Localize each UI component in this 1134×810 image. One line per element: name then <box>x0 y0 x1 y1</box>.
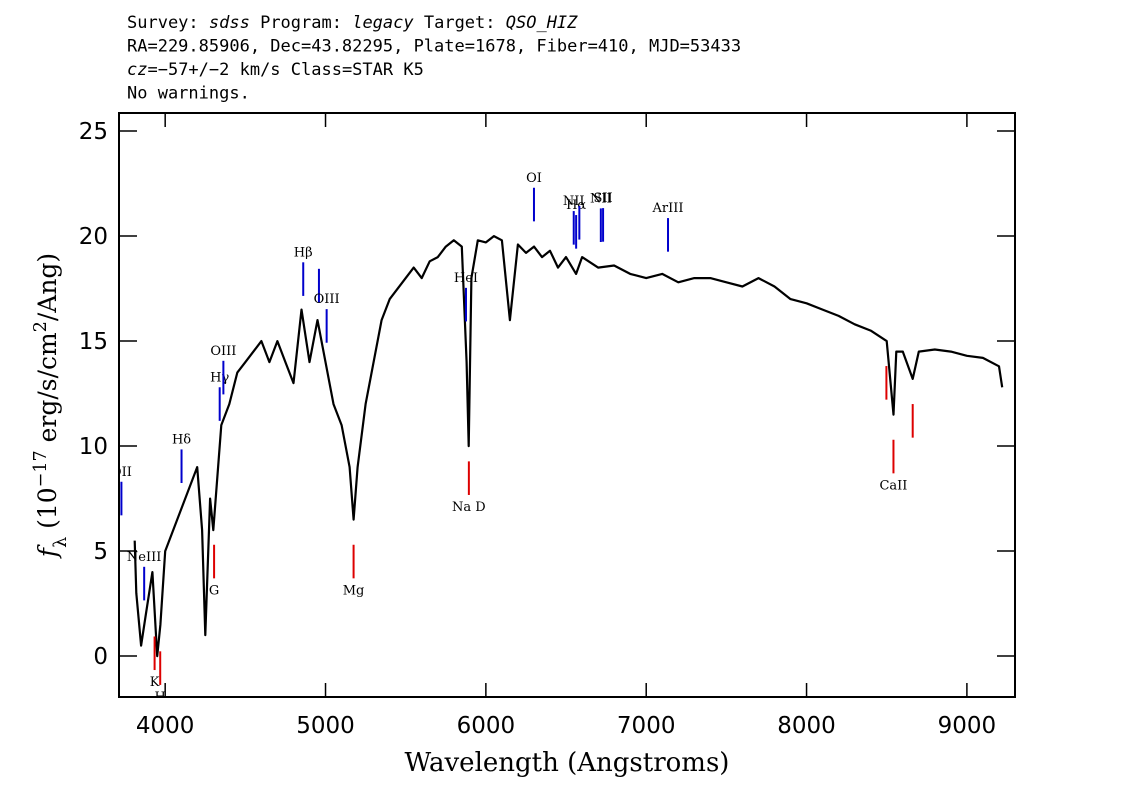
text-part: (10 <box>33 487 62 537</box>
line-label: Na D <box>452 500 486 515</box>
line-label: Mg <box>343 583 365 598</box>
line-label: NII <box>590 191 612 206</box>
header-line: Survey: sdss Program: legacy Target: QSO… <box>127 13 578 33</box>
text-part: Program: <box>250 13 352 33</box>
line-label: OIII <box>314 292 340 307</box>
text-part: /Ang) <box>33 253 62 321</box>
line-label: CaII <box>879 478 907 493</box>
text-part: No warnings. <box>127 84 250 104</box>
y-tick-label: 25 <box>79 119 108 145</box>
text-part: RA=229.85906, Dec=43.82295, Plate=1678, … <box>127 37 741 57</box>
text-part: Survey: <box>127 13 209 33</box>
line-label: G <box>209 583 219 598</box>
line-label: HeI <box>454 271 478 286</box>
line-label: NII <box>563 194 585 209</box>
line-label: OI <box>526 171 542 186</box>
line-label: ArIII <box>652 201 684 216</box>
x-tick-label: 4000 <box>136 713 195 739</box>
header-line: cz=−57+/−2 km/s Class=STAR K5 <box>127 60 424 80</box>
header-line: RA=229.85906, Dec=43.82295, Plate=1678, … <box>127 37 741 57</box>
y-tick-label: 15 <box>79 329 108 355</box>
line-label: OIII <box>210 344 236 359</box>
text-part: cz <box>127 60 147 80</box>
line-label: Hβ <box>294 245 313 260</box>
line-label: SII <box>593 191 612 206</box>
x-axis-label: Wavelength (Angstroms) <box>405 748 730 778</box>
y-tick-label: 20 <box>79 224 108 250</box>
x-tick-label: 5000 <box>296 713 355 739</box>
header-line: No warnings. <box>127 84 250 104</box>
text-part: sdss <box>209 13 250 33</box>
plot-frame <box>118 112 1016 698</box>
x-tick-label: 8000 <box>777 713 836 739</box>
text-part: QSO_HIZ <box>506 13 578 33</box>
line-label: Hα <box>566 198 586 213</box>
line-label: OII <box>111 465 132 480</box>
x-tick-label: 7000 <box>617 713 676 739</box>
x-tick-label: 9000 <box>938 713 997 739</box>
text-part: legacy <box>352 13 414 33</box>
text-part: f <box>33 544 62 559</box>
line-label: H <box>155 690 166 705</box>
line-label: Hγ <box>210 370 229 385</box>
spectrum-line <box>133 235 1004 658</box>
text-part: 2 <box>31 321 51 332</box>
x-tick-label: 6000 <box>457 713 516 739</box>
y-tick-label: 0 <box>93 644 108 670</box>
line-label: K <box>150 675 160 690</box>
line-label: NeIII <box>127 550 161 565</box>
text-part: −17 <box>31 450 51 487</box>
text-part: =−57+/−2 km/s Class=STAR K5 <box>147 60 423 80</box>
text-part: erg/s/cm <box>33 332 62 450</box>
text-part: Target: <box>414 13 506 33</box>
y-axis-label: fλ (10−17 erg/s/cm2/Ang) <box>31 253 71 559</box>
text-part: λ <box>51 537 71 548</box>
line-label: Hδ <box>172 432 191 447</box>
y-tick-label: 5 <box>93 539 108 565</box>
y-tick-label: 10 <box>79 434 108 460</box>
